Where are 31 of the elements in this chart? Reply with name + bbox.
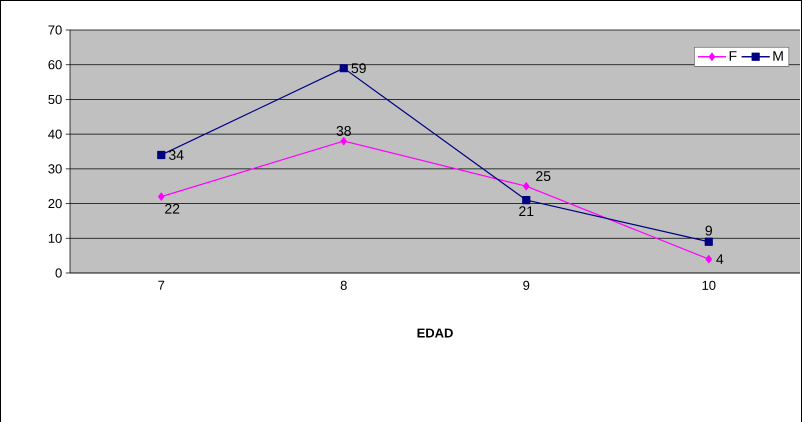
point [523, 182, 530, 190]
data-label: 4 [716, 254, 724, 264]
point [340, 64, 348, 72]
x-tick-label: 8 [340, 280, 347, 290]
data-label: 21 [519, 206, 534, 216]
x-tick-label: 7 [158, 280, 164, 290]
point [158, 192, 164, 201]
y-tick-label: 70 [48, 25, 62, 35]
data-label: 9 [706, 226, 712, 236]
point [704, 238, 713, 246]
data-label: 59 [352, 63, 366, 74]
y-tick-label: 10 [48, 234, 62, 243]
point [340, 136, 347, 146]
point [706, 255, 712, 264]
legend-label: F [730, 51, 737, 61]
data-label: 34 [168, 150, 184, 160]
x-axis-title: EDAD [418, 328, 453, 338]
data-label: 22 [165, 204, 180, 214]
data-label: 25 [536, 171, 550, 182]
y-tick-label: 20 [48, 198, 62, 208]
y-tick-label: 40 [48, 130, 62, 139]
legend-label: M [773, 51, 783, 61]
point [522, 196, 530, 204]
data-label: 38 [336, 126, 351, 136]
x-tick-label: 10 [702, 280, 716, 290]
y-tick-label: 60 [48, 60, 62, 70]
y-tick-label: 0 [56, 268, 62, 278]
y-tick-label: 50 [48, 94, 62, 104]
x-tick-label: 9 [523, 280, 530, 290]
point [157, 150, 166, 160]
y-tick-label: 30 [48, 164, 62, 174]
